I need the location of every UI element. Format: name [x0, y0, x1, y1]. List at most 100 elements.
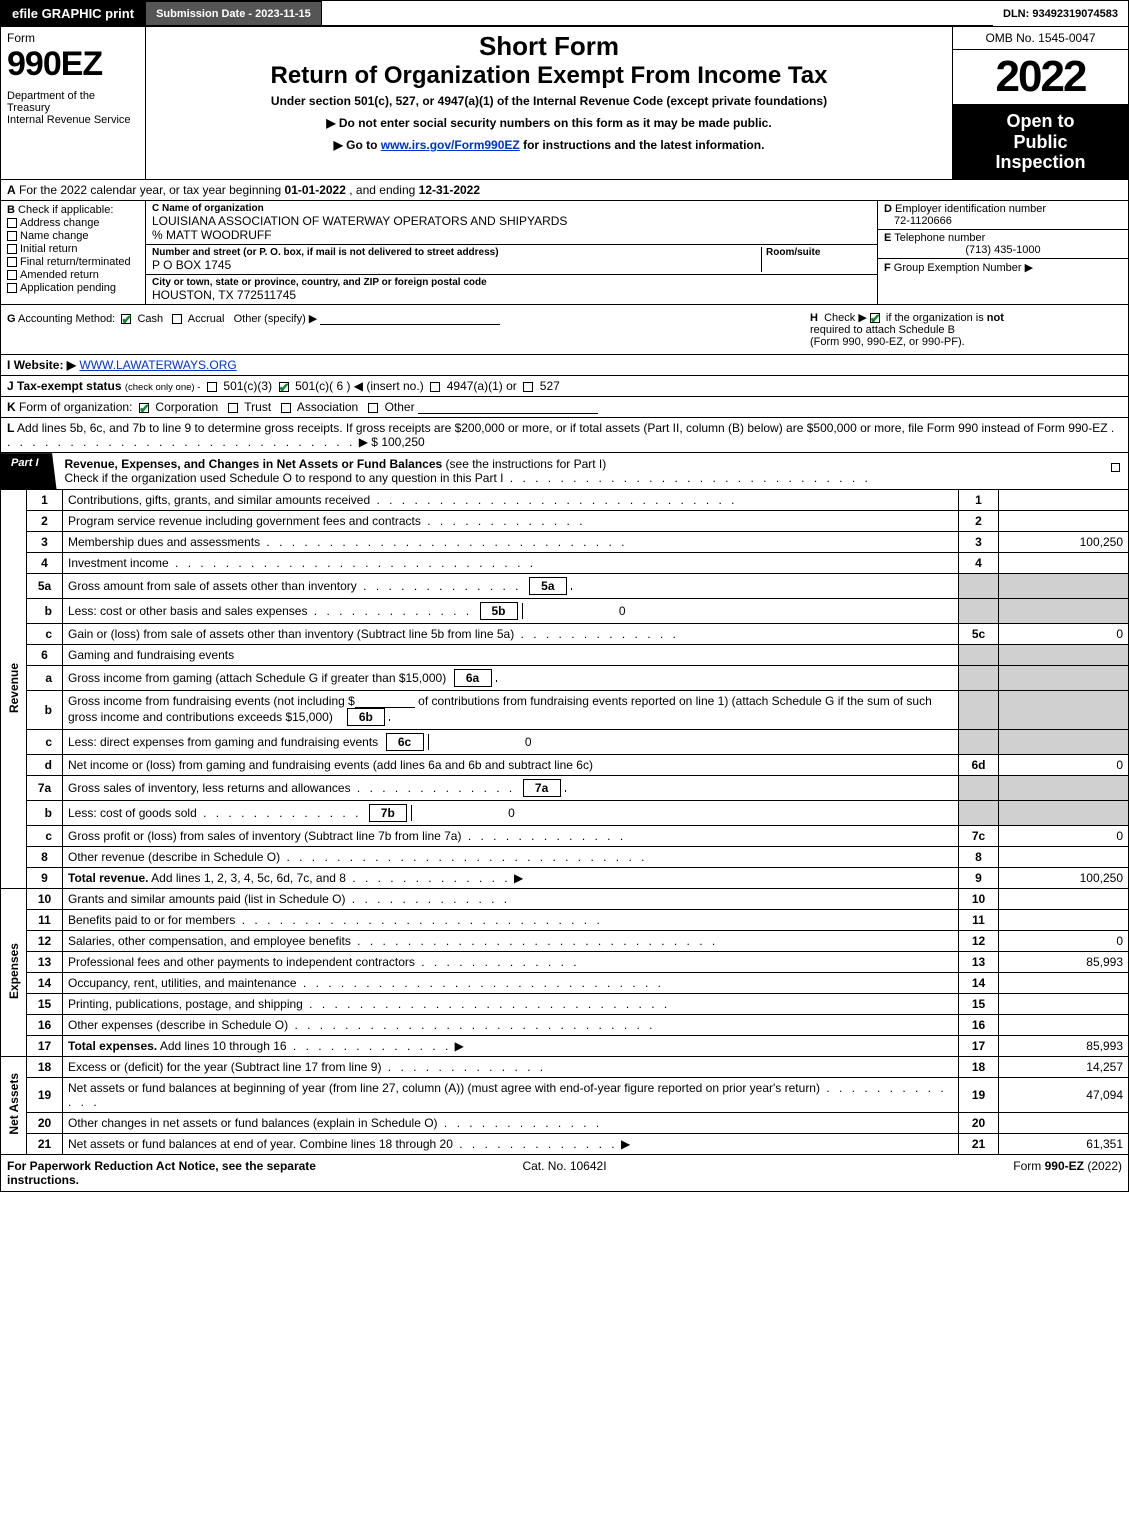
phone: (713) 435-1000	[884, 244, 1122, 256]
line-13-text: Professional fees and other payments to …	[63, 952, 959, 973]
info-block: B Check if applicable: Address change Na…	[0, 201, 1129, 305]
line-5a-rnum	[959, 574, 999, 599]
checkbox-association[interactable]	[281, 403, 291, 413]
line-12-text: Salaries, other compensation, and employ…	[63, 931, 959, 952]
line-3-amt: 100,250	[999, 532, 1129, 553]
note-ssn: ▶ Do not enter social security numbers o…	[154, 116, 944, 130]
checkbox-schedule-b-not-required[interactable]	[870, 313, 880, 323]
checkbox-trust[interactable]	[228, 403, 238, 413]
checkbox-527[interactable]	[523, 382, 533, 392]
line-19-amt: 47,094	[999, 1078, 1129, 1113]
label-d: D	[884, 203, 892, 215]
line-20-text: Other changes in net assets or fund bala…	[63, 1113, 959, 1134]
line-18-text: Excess or (deficit) for the year (Subtra…	[63, 1057, 959, 1078]
part1-desc-thin: (see the instructions for Part I)	[446, 457, 607, 471]
line-19-rnum: 19	[959, 1078, 999, 1113]
checkbox-4947[interactable]	[430, 382, 440, 392]
checkbox-initial-return[interactable]	[7, 244, 17, 254]
line-5b-boxamt: 0	[522, 603, 632, 619]
footer-cat-no: Cat. No. 10642I	[379, 1159, 751, 1187]
line-15-text: Printing, publications, postage, and shi…	[63, 994, 959, 1015]
section-c: C Name of organization LOUISIANA ASSOCIA…	[146, 201, 878, 304]
line-18-amt: 14,257	[999, 1057, 1129, 1078]
line-5a-text: Gross amount from sale of assets other t…	[63, 574, 959, 599]
label-i: I	[7, 358, 10, 372]
h-text4: (Form 990, 990-EZ, or 990-PF).	[810, 336, 1122, 348]
note-goto-post: for instructions and the latest informat…	[520, 138, 765, 152]
section-b-head: Check if applicable:	[18, 204, 113, 216]
row-a-begin: 01-01-2022	[285, 183, 346, 197]
header-right: OMB No. 1545-0047 2022 Open to Public In…	[953, 27, 1128, 179]
line-6b-blank[interactable]	[355, 694, 415, 708]
checkbox-final-return[interactable]	[7, 257, 17, 267]
opt-527: 527	[540, 379, 560, 393]
irs-link[interactable]: www.irs.gov/Form990EZ	[381, 138, 520, 152]
line-1-rnum: 1	[959, 490, 999, 511]
opt-cash: Cash	[137, 313, 163, 325]
checkbox-address-change[interactable]	[7, 218, 17, 228]
checkbox-501c[interactable]	[279, 382, 289, 392]
label-j: J	[7, 379, 14, 393]
line-7b-box: 7b	[369, 804, 407, 822]
opt-final-return: Final return/terminated	[20, 256, 131, 268]
row-i-website: I Website: ▶ WWW.LAWATERWAYS.ORG	[0, 355, 1129, 376]
label-h: H	[810, 312, 818, 324]
line-16-rnum: 16	[959, 1015, 999, 1036]
line-12-amt: 0	[999, 931, 1129, 952]
label-c: C	[152, 203, 159, 214]
top-bar-spacer	[322, 1, 993, 26]
l-arrow: ▶ $	[359, 435, 378, 449]
line-15-rnum: 15	[959, 994, 999, 1015]
checkbox-name-change[interactable]	[7, 231, 17, 241]
efile-print-button[interactable]: efile GRAPHIC print	[1, 1, 145, 26]
line-14-amt	[999, 973, 1129, 994]
other-specify-field[interactable]	[320, 311, 500, 325]
line-12-num: 12	[27, 931, 63, 952]
checkbox-schedule-o[interactable]	[1111, 463, 1120, 472]
label-k: K	[7, 400, 16, 414]
line-6d-rnum: 6d	[959, 755, 999, 776]
part1-tab: Part I	[1, 453, 57, 489]
line-17-rnum: 17	[959, 1036, 999, 1057]
checkbox-501c3[interactable]	[207, 382, 217, 392]
arrow-icon	[618, 1137, 631, 1151]
line-6a-boxamt	[496, 680, 606, 682]
k-head: Form of organization:	[19, 400, 132, 414]
opt-address-change: Address change	[20, 217, 100, 229]
checkbox-corporation[interactable]	[139, 403, 149, 413]
line-6d-amt: 0	[999, 755, 1129, 776]
line-19-text: Net assets or fund balances at beginning…	[63, 1078, 959, 1113]
line-10-rnum: 10	[959, 889, 999, 910]
checkbox-cash[interactable]	[121, 314, 131, 324]
part1-desc-bold: Revenue, Expenses, and Changes in Net As…	[65, 457, 446, 471]
other-org-field[interactable]	[418, 400, 598, 414]
line-21-num: 21	[27, 1134, 63, 1155]
omb-number: OMB No. 1545-0047	[953, 27, 1128, 50]
line-3-num: 3	[27, 532, 63, 553]
line-19-num: 19	[27, 1078, 63, 1113]
row-l-gross-receipts: L Add lines 5b, 6c, and 7b to line 9 to …	[0, 418, 1129, 453]
checkbox-amended-return[interactable]	[7, 270, 17, 280]
line-6d-text: Net income or (loss) from gaming and fun…	[63, 755, 959, 776]
g-head: Accounting Method:	[18, 313, 115, 325]
checkbox-other-org[interactable]	[368, 403, 378, 413]
line-6a-rnum	[959, 666, 999, 691]
line-7a-rnum	[959, 776, 999, 801]
line-5b-num: b	[27, 599, 63, 624]
note-goto-pre: ▶ Go to	[334, 138, 381, 152]
checkbox-accrual[interactable]	[172, 314, 182, 324]
row-j-tax-exempt: J Tax-exempt status (check only one) - 5…	[0, 376, 1129, 397]
line-10-num: 10	[27, 889, 63, 910]
line-7a-text: Gross sales of inventory, less returns a…	[63, 776, 959, 801]
opt-application-pending: Application pending	[20, 282, 116, 294]
line-20-num: 20	[27, 1113, 63, 1134]
section-b: B Check if applicable: Address change Na…	[1, 201, 146, 304]
part1-check-dots	[503, 471, 870, 485]
line-5a-amt	[999, 574, 1129, 599]
line-15-num: 15	[27, 994, 63, 1015]
label-f: F	[884, 262, 891, 274]
website-link[interactable]: WWW.LAWATERWAYS.ORG	[79, 358, 236, 372]
opt-name-change: Name change	[20, 230, 89, 242]
checkbox-application-pending[interactable]	[7, 283, 17, 293]
opt-4947: 4947(a)(1) or	[447, 379, 517, 393]
